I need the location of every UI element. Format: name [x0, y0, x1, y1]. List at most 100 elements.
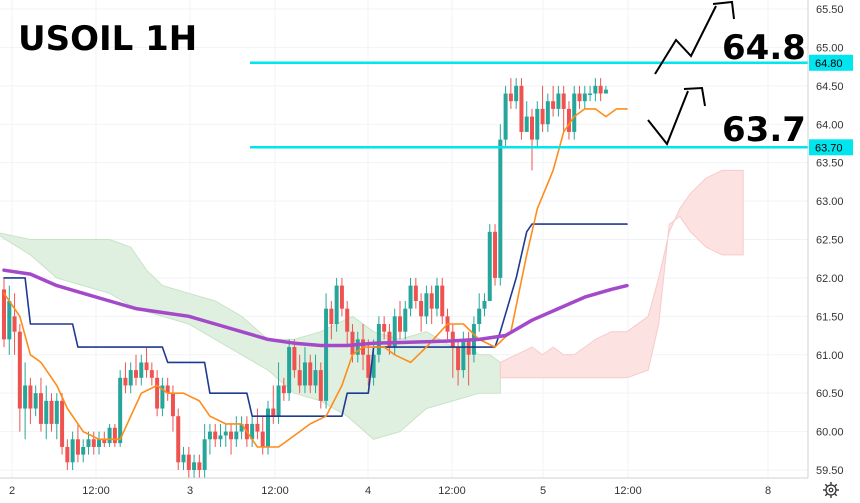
- candle: [250, 416, 255, 447]
- candle-body: [440, 285, 445, 317]
- time-ticks: 2 12:00 3 12:00 4 12:00 5 12:00 8: [9, 485, 771, 497]
- candle-body: [308, 362, 313, 386]
- candle-body: [588, 93, 593, 96]
- candle: [424, 285, 429, 325]
- candle: [181, 446, 186, 470]
- candle: [287, 339, 292, 401]
- time-tick-label: 3: [187, 485, 193, 497]
- candle: [192, 454, 197, 478]
- time-tick-label: 12:00: [614, 485, 642, 497]
- kijun-line: [3, 223, 628, 418]
- candle: [49, 393, 54, 432]
- candle-body: [12, 316, 17, 332]
- candle: [519, 78, 524, 140]
- candle: [440, 277, 445, 325]
- candle-body: [498, 139, 503, 278]
- candle: [266, 400, 270, 455]
- candle-body: [577, 93, 582, 102]
- candle: [123, 362, 128, 394]
- candle: [218, 423, 223, 447]
- candle-body: [229, 431, 234, 440]
- candle: [535, 101, 540, 148]
- candle: [155, 370, 160, 417]
- candle: [413, 277, 418, 309]
- candle-body: [461, 339, 466, 371]
- candle-body: [572, 93, 577, 132]
- candle: [12, 293, 17, 355]
- candle-body: [350, 331, 355, 355]
- candle: [318, 362, 323, 409]
- candle: [229, 423, 234, 455]
- candle-body: [424, 293, 429, 317]
- candle: [165, 377, 170, 401]
- candle-body: [403, 308, 408, 332]
- candle: [60, 393, 65, 455]
- projection-arrow-up-high: [654, 5, 717, 75]
- candle: [160, 377, 165, 417]
- candle-body: [582, 93, 587, 102]
- candle: [128, 362, 133, 394]
- candle-body: [324, 308, 329, 401]
- candle-body: [23, 385, 28, 409]
- settings-gear-icon[interactable]: [823, 482, 839, 498]
- candle-body: [7, 300, 12, 340]
- price-tick-label: 65.50: [816, 4, 844, 16]
- candle-body: [487, 231, 492, 301]
- candle-body: [292, 347, 297, 371]
- candle: [429, 285, 434, 325]
- candle-body: [287, 347, 292, 394]
- indicator-lines: [2, 108, 629, 448]
- candle-body: [551, 101, 556, 109]
- candle-body: [160, 385, 165, 409]
- candle: [382, 316, 387, 340]
- candle: [503, 85, 508, 148]
- candle: [54, 393, 59, 440]
- candle: [271, 385, 276, 424]
- projection-arrow-head-high: [712, 0, 735, 20]
- candle-body: [102, 439, 107, 444]
- candle-body: [123, 377, 128, 386]
- candle-body: [107, 427, 112, 444]
- candle-body: [97, 439, 102, 447]
- candle: [176, 408, 181, 470]
- candle: [75, 423, 80, 463]
- candle: [28, 377, 33, 424]
- candle-body: [207, 431, 212, 440]
- candle: [239, 416, 244, 440]
- candle: [408, 277, 413, 317]
- ichimoku-cloud: [0, 169, 744, 440]
- candle-body: [28, 385, 33, 409]
- candle-body: [598, 85, 603, 94]
- price-tick-label: 61.50: [816, 311, 844, 323]
- candle-body: [155, 377, 160, 409]
- candle-body: [593, 85, 598, 94]
- candle: [213, 423, 218, 447]
- candle-body: [54, 400, 59, 424]
- candle-body: [519, 85, 524, 132]
- candle-body: [566, 108, 571, 132]
- candle-body: [75, 439, 80, 455]
- candle-body: [250, 423, 255, 440]
- candle-body: [192, 462, 197, 470]
- candle-body: [255, 423, 260, 432]
- candle: [387, 324, 392, 355]
- level-tag: [809, 139, 853, 156]
- candle-body: [376, 324, 381, 355]
- projection-arrows: [647, 0, 735, 146]
- candle: [223, 423, 228, 447]
- price-tick-label: 64.50: [816, 81, 844, 93]
- candle-body: [535, 108, 540, 140]
- candle: [2, 277, 6, 348]
- candle: [493, 224, 498, 286]
- candle-body: [339, 285, 344, 309]
- time-tick-label: 5: [540, 485, 546, 497]
- candle: [598, 78, 603, 102]
- candle-body: [60, 400, 65, 447]
- candle: [112, 423, 117, 447]
- candle: [44, 385, 49, 440]
- candle: [255, 408, 260, 440]
- candle: [434, 277, 439, 317]
- candle-body: [540, 108, 545, 125]
- level-tags: 64.80 63.70: [809, 54, 853, 156]
- candle-body: [176, 416, 181, 463]
